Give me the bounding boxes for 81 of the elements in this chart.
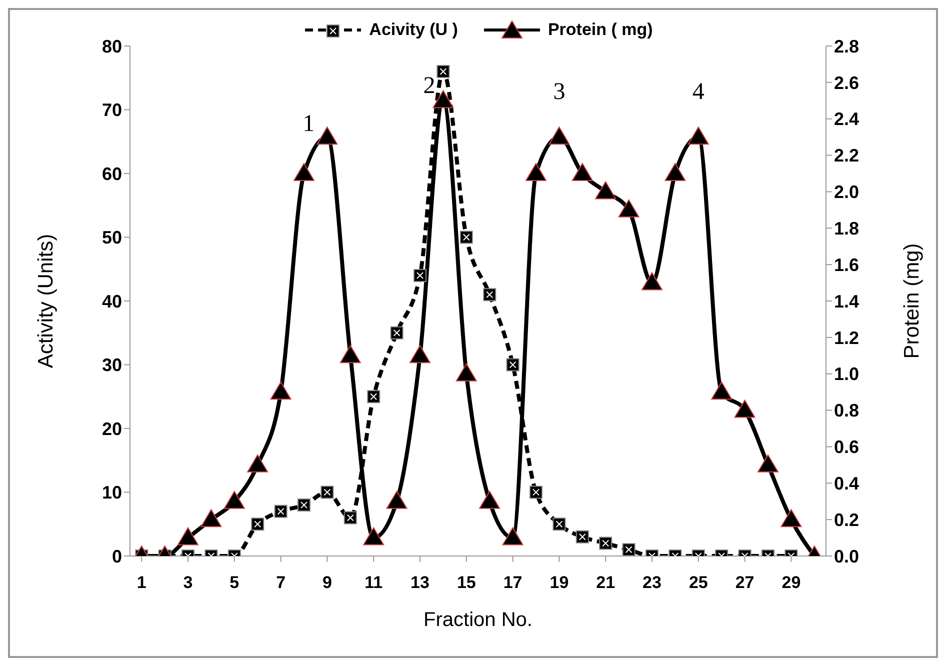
point bbox=[410, 345, 430, 364]
annotation: 1 bbox=[302, 111, 315, 138]
point bbox=[200, 509, 222, 528]
legend-label: Protein ( mg) bbox=[548, 20, 653, 40]
point bbox=[456, 363, 477, 382]
y-tick-label: 30 bbox=[102, 355, 122, 376]
point bbox=[479, 490, 500, 509]
x-tick-label: 11 bbox=[364, 573, 383, 592]
y2-tick-label: 0.0 bbox=[834, 546, 860, 566]
point bbox=[642, 272, 662, 290]
point bbox=[294, 163, 314, 181]
y-tick-label: 80 bbox=[102, 36, 122, 56]
point bbox=[618, 199, 640, 218]
x-tick-label: 21 bbox=[596, 573, 616, 592]
y-tick-label: 50 bbox=[102, 228, 122, 248]
point bbox=[483, 288, 496, 302]
y2-axis-title: Protein (mg) bbox=[900, 243, 924, 359]
point bbox=[502, 527, 524, 546]
point bbox=[178, 527, 198, 546]
x-tick-label: 15 bbox=[456, 573, 476, 592]
x-tick-label: 13 bbox=[410, 573, 430, 592]
x-axis-title: Fraction No. bbox=[424, 609, 532, 631]
y-tick-label: 10 bbox=[102, 482, 122, 503]
y2-tick-label: 1.2 bbox=[834, 328, 860, 348]
y2-tick-label: 1.8 bbox=[834, 218, 860, 239]
x-tick-label: 7 bbox=[276, 573, 286, 592]
y-tick-label: 20 bbox=[102, 418, 122, 439]
point bbox=[390, 326, 404, 340]
point bbox=[595, 181, 616, 200]
point bbox=[224, 490, 245, 509]
x-tick-label: 25 bbox=[688, 573, 708, 592]
point bbox=[363, 527, 384, 546]
y-tick-label: 40 bbox=[102, 291, 122, 312]
point bbox=[247, 454, 268, 472]
point bbox=[506, 358, 520, 372]
annotation: 4 bbox=[692, 79, 704, 106]
point bbox=[780, 509, 802, 528]
y2-tick-label: 0.2 bbox=[834, 510, 860, 530]
y-tick-label: 0 bbox=[112, 546, 122, 566]
y2-tick-label: 0.8 bbox=[834, 400, 860, 421]
x-tick-label: 9 bbox=[322, 573, 332, 592]
x-tick-label: 19 bbox=[550, 573, 569, 592]
point bbox=[316, 126, 338, 145]
point bbox=[734, 400, 756, 418]
point bbox=[688, 126, 709, 145]
y2-tick-label: 1.0 bbox=[834, 364, 860, 384]
x-tick-label: 3 bbox=[183, 573, 193, 592]
y2-tick-label: 2.6 bbox=[834, 72, 860, 93]
y2-tick-label: 1.4 bbox=[834, 291, 860, 312]
point bbox=[460, 230, 473, 244]
y-tick-label: 70 bbox=[102, 100, 122, 120]
point bbox=[548, 126, 570, 145]
y2-tick-label: 0.6 bbox=[834, 437, 860, 458]
point bbox=[367, 390, 380, 404]
y-axis-title: Activity (Units) bbox=[34, 234, 58, 368]
x-tick-label: 23 bbox=[642, 573, 662, 592]
annotation: 2 bbox=[423, 72, 436, 99]
y2-tick-label: 2.4 bbox=[834, 109, 860, 130]
point bbox=[572, 163, 593, 181]
y2-tick-label: 1.6 bbox=[834, 254, 860, 275]
point bbox=[758, 454, 778, 472]
legend-label: Acivity (U ) bbox=[369, 20, 458, 40]
point bbox=[414, 269, 426, 282]
x-tick-label: 5 bbox=[230, 573, 240, 592]
x-tick-label: 27 bbox=[735, 573, 754, 592]
y2-tick-label: 0.4 bbox=[834, 474, 860, 494]
y2-tick-label: 2.8 bbox=[834, 36, 860, 56]
y-tick-label: 60 bbox=[102, 164, 122, 184]
x-tick-label: 1 bbox=[136, 573, 146, 592]
point bbox=[386, 490, 408, 509]
point bbox=[526, 163, 546, 181]
point bbox=[432, 90, 454, 108]
x-tick-label: 17 bbox=[503, 573, 522, 592]
point bbox=[340, 345, 361, 364]
point bbox=[711, 382, 732, 400]
x-tick-label: 29 bbox=[782, 573, 801, 592]
y2-tick-label: 2.0 bbox=[834, 182, 860, 202]
annotation: 3 bbox=[553, 79, 566, 106]
point bbox=[270, 382, 292, 400]
point bbox=[664, 163, 686, 181]
y2-tick-label: 2.2 bbox=[834, 146, 860, 166]
